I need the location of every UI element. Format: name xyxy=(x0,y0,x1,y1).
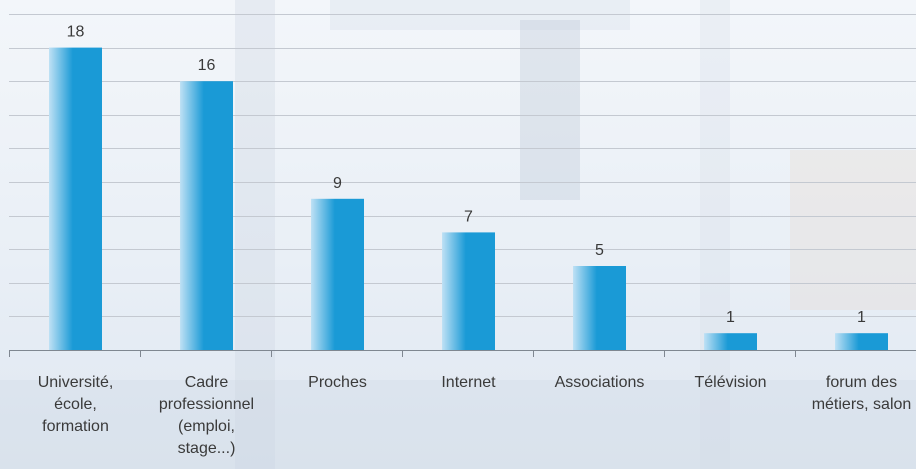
x-tick-label: Cadre professionnel (emploi, stage...) xyxy=(159,374,254,457)
x-tick-label: Internet xyxy=(441,374,496,391)
data-label: 1 xyxy=(726,309,735,326)
data-labels: 18 16 9 7 5 1 1 xyxy=(67,24,866,327)
x-tick-label-line: Cadre xyxy=(185,374,229,391)
bar xyxy=(704,333,757,350)
x-tick-label-line: stage...) xyxy=(178,440,236,457)
data-label: 7 xyxy=(464,208,473,225)
data-label: 18 xyxy=(67,24,85,41)
x-tick-label-line: forum des xyxy=(826,374,897,391)
bar xyxy=(442,232,495,350)
x-tick-label-line: métiers, salon xyxy=(812,396,912,413)
data-label: 5 xyxy=(595,242,604,259)
data-label: 9 xyxy=(333,175,342,192)
data-label: 16 xyxy=(198,57,216,74)
x-tick-label-line: Proches xyxy=(308,374,367,391)
bars xyxy=(49,47,888,350)
x-tick-label: Université, école, formation xyxy=(38,374,114,435)
x-tick-label-line: (emploi, xyxy=(178,418,235,435)
x-tick-label: Proches xyxy=(308,374,367,391)
x-tick-labels: Université, école, formation Cadre professio… xyxy=(38,374,912,457)
x-tick-label-line: Télévision xyxy=(694,374,766,391)
x-tick-label-line: Associations xyxy=(555,374,645,391)
data-label: 1 xyxy=(857,309,866,326)
bar xyxy=(835,333,888,350)
x-tick-label-line: professionnel xyxy=(159,396,254,413)
x-tick-label-line: école, xyxy=(54,396,97,413)
x-tick-label-line: formation xyxy=(42,418,109,435)
x-tick-label-line: Internet xyxy=(441,374,496,391)
x-tick-label: forum des métiers, salon xyxy=(812,374,912,413)
x-axis xyxy=(9,350,916,357)
gridlines xyxy=(9,14,916,317)
bar xyxy=(573,266,626,350)
bar xyxy=(180,81,233,350)
x-tick-label: Télévision xyxy=(694,374,766,391)
x-tick-label: Associations xyxy=(555,374,645,391)
bar xyxy=(311,198,364,350)
bar xyxy=(49,47,102,350)
x-tick-label-line: Université, xyxy=(38,374,114,391)
